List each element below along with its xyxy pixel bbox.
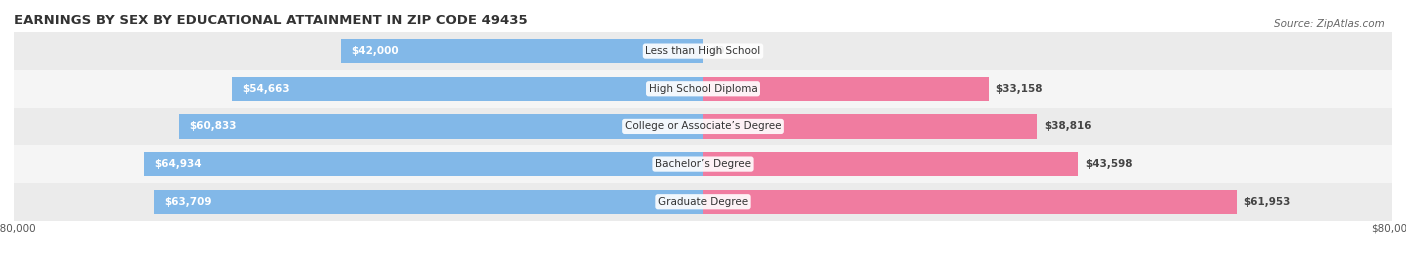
Bar [14, 32, 1392, 70]
Bar [703, 76, 988, 101]
Text: $43,598: $43,598 [1085, 159, 1133, 169]
Bar [179, 114, 703, 139]
Text: $64,934: $64,934 [155, 159, 202, 169]
Bar [155, 189, 703, 214]
Bar [143, 152, 703, 176]
Bar [232, 76, 703, 101]
Bar [14, 183, 1392, 221]
Text: Less than High School: Less than High School [645, 46, 761, 56]
Bar [703, 189, 1236, 214]
Text: Bachelor’s Degree: Bachelor’s Degree [655, 159, 751, 169]
Bar [703, 152, 1078, 176]
Text: EARNINGS BY SEX BY EDUCATIONAL ATTAINMENT IN ZIP CODE 49435: EARNINGS BY SEX BY EDUCATIONAL ATTAINMEN… [14, 14, 527, 27]
Text: $38,816: $38,816 [1045, 121, 1091, 132]
Bar [14, 108, 1392, 145]
Bar [342, 39, 703, 63]
Bar [14, 70, 1392, 108]
Text: $0: $0 [710, 46, 724, 56]
Bar [703, 114, 1038, 139]
Text: Source: ZipAtlas.com: Source: ZipAtlas.com [1274, 19, 1385, 29]
Text: $54,663: $54,663 [243, 84, 290, 94]
Text: College or Associate’s Degree: College or Associate’s Degree [624, 121, 782, 132]
Text: Graduate Degree: Graduate Degree [658, 197, 748, 207]
Bar [14, 145, 1392, 183]
Text: High School Diploma: High School Diploma [648, 84, 758, 94]
Text: $63,709: $63,709 [165, 197, 212, 207]
Text: $33,158: $33,158 [995, 84, 1043, 94]
Text: $60,833: $60,833 [190, 121, 238, 132]
Text: $42,000: $42,000 [352, 46, 399, 56]
Text: $61,953: $61,953 [1243, 197, 1291, 207]
